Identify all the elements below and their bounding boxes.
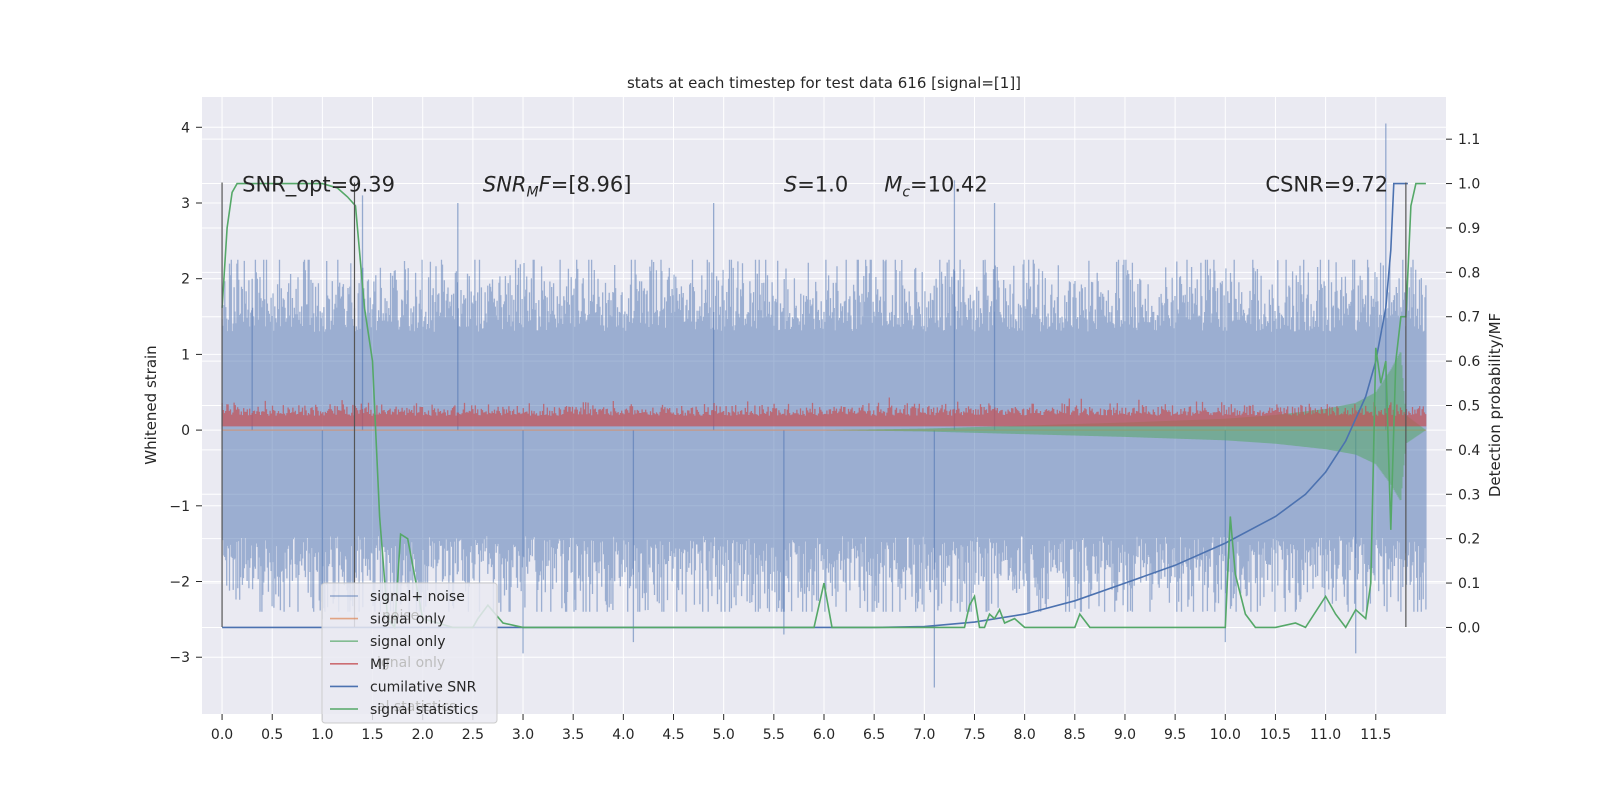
x-tick-label: 8.0 (1014, 727, 1036, 743)
series-signal-statistics (221, 182, 1426, 630)
legend-label: signal only (370, 612, 445, 628)
y-tick-label-right: 0.6 (1458, 354, 1480, 370)
x-tick-label: 8.5 (1064, 727, 1086, 743)
x-tick-label: 0.5 (261, 727, 283, 743)
x-tick-label: 10.5 (1260, 727, 1291, 743)
x-tick-label: 5.5 (763, 727, 785, 743)
x-tick-label: 10.0 (1210, 727, 1241, 743)
x-tick-label: 2.5 (462, 727, 484, 743)
series-signal-only-green (824, 352, 1426, 501)
y-tick-label-right: 0.7 (1458, 310, 1480, 326)
y-tick-label-right: 0.3 (1458, 487, 1480, 503)
x-tick-label: 1.0 (311, 727, 333, 743)
legend: noise ignal only al statistics signal+ nois… (321, 582, 498, 724)
x-tick-label: 6.0 (813, 727, 835, 743)
y-tick-label-right: 0.8 (1458, 265, 1480, 281)
x-tick-label: 3.5 (562, 727, 584, 743)
legend-label: cumilative SNR (370, 679, 477, 695)
x-tick-label: 4.0 (612, 727, 634, 743)
legend-label: signal only (370, 634, 445, 650)
series-signal-noise-spikes (251, 123, 1387, 688)
y-tick-label: 3 (181, 196, 190, 212)
x-tick-label: 11.0 (1310, 727, 1341, 743)
x-tick-label: 0.0 (211, 727, 233, 743)
y-tick-label-right: 0.5 (1458, 399, 1480, 415)
ticks: 0.0 0.5 1.0 1.5 2.0 2.5 3.0 3.5 4.0 4.5 5.0 5.5 6.0 6… (169, 120, 1480, 743)
legend-label: MF (370, 657, 390, 673)
y-tick-label: −3 (169, 650, 190, 666)
y-tick-label: 4 (181, 120, 190, 136)
x-tick-label: 3.0 (512, 727, 534, 743)
x-tick-label: 9.5 (1164, 727, 1186, 743)
x-tick-label: 4.5 (662, 727, 684, 743)
legend-ghost-text: al statistics (377, 699, 456, 715)
annotation: CSNR=9.72 (1265, 173, 1388, 197)
y-axis-label-right: Detection probability/MF (1486, 313, 1504, 497)
y-tick-label-right: 0.9 (1458, 221, 1480, 237)
x-tick-label: 6.5 (863, 727, 885, 743)
x-tick-label: 2.0 (412, 727, 434, 743)
x-tick-label: 7.5 (963, 727, 985, 743)
y-tick-label: −2 (169, 575, 190, 591)
chart-title: stats at each timestep for test data 616… (627, 74, 1021, 92)
legend-label: signal statistics (370, 702, 478, 718)
series-cumulative-snr (222, 182, 1408, 629)
y-tick-label-right: 1.0 (1458, 177, 1480, 193)
y-tick-label: −1 (169, 499, 190, 515)
legend-ghost-text: noise (382, 608, 419, 624)
legend-box (321, 582, 498, 724)
x-tick-label: 5.0 (713, 727, 735, 743)
annotation: SNR_opt=9.39 (242, 173, 395, 198)
annotation: Mc=10.42 (884, 173, 988, 201)
x-tick-label: 1.5 (361, 727, 383, 743)
y-tick-label-right: 1.1 (1458, 132, 1480, 148)
x-tick-label: 11.5 (1360, 727, 1391, 743)
y-tick-label: 1 (181, 347, 190, 363)
legend-label: signal+ noise (370, 589, 465, 605)
y-tick-label-right: 0.2 (1458, 532, 1480, 548)
y-tick-label: 0 (181, 423, 190, 439)
vline-layer (221, 182, 1407, 627)
y-tick-label: 2 (181, 272, 190, 288)
x-tick-label: 9.0 (1114, 727, 1136, 743)
x-tick-label: 7.0 (913, 727, 935, 743)
annotation: S=1.0 (784, 173, 848, 197)
y-tick-label-right: 0.4 (1458, 443, 1480, 459)
y-tick-label-right: 0.1 (1458, 576, 1480, 592)
annotation: SNRMF=[8.96] (483, 173, 632, 201)
annotations: SNR_opt=9.39 SNRMF=[8.96] S=1.0 Mc=10.42 CSN… (242, 173, 1388, 201)
y-tick-label-right: 0.0 (1458, 620, 1480, 636)
legend-ghost-text: ignal only (377, 655, 445, 671)
series-layer (221, 123, 1427, 688)
y-axis-label: Whitened strain (142, 345, 160, 464)
